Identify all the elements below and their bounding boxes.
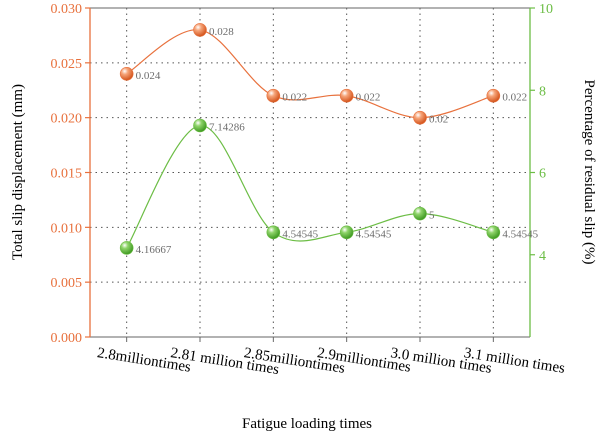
data-point-marker (266, 88, 281, 103)
data-point-label: 0.022 (282, 92, 307, 104)
grid-lines (90, 8, 530, 337)
data-point-marker (193, 118, 207, 133)
right-axis-title: Percentage of residual slip (%) (581, 80, 597, 265)
data-point-marker (339, 225, 354, 240)
right-y-tick-label: 6 (539, 167, 546, 182)
left-y-tick-label: 0.030 (51, 2, 83, 17)
data-point-label: 5 (429, 210, 435, 222)
data-point-label: 7.14286 (209, 121, 245, 133)
data-point-marker (486, 88, 501, 103)
left-y-tick-label: 0.015 (51, 167, 83, 182)
data-labels: 0.024 0.028 0.022 0.022 0.02 0.022 4.16667 7.14… (136, 26, 539, 256)
data-point-label: 4.16667 (136, 244, 172, 256)
data-point-marker (266, 225, 281, 240)
data-point-label: 4.54545 (502, 228, 538, 240)
left-axis-title: Total slip displacement (mm) (10, 84, 26, 260)
right-y-tick-label: 10 (539, 2, 553, 17)
data-point-marker (119, 241, 134, 255)
left-y-tick-label: 0.000 (51, 331, 83, 346)
series-line-slip-displacement (126, 29, 494, 119)
data-point-marker (339, 88, 354, 103)
right-y-tick-label: 4 (539, 249, 546, 264)
data-point-marker (119, 67, 134, 81)
data-point-marker (193, 23, 207, 37)
right-y-tick-label: 8 (539, 84, 546, 99)
data-point-label: 4.54545 (356, 228, 392, 240)
x-axis-title: Fatigue loading times (242, 416, 372, 432)
left-y-tick-label: 0.025 (51, 57, 83, 72)
data-point-label: 0.02 (429, 114, 448, 126)
data-point-marker (486, 225, 501, 240)
data-point-label: 0.028 (209, 26, 234, 38)
axes: 0.0000.0050.0100.0150.0200.0250.03046810… (51, 2, 567, 378)
data-point-label: 4.54545 (282, 228, 318, 240)
data-point-label: 0.024 (136, 70, 161, 82)
data-point-label: 0.022 (356, 92, 381, 104)
left-y-tick-label: 0.020 (51, 112, 83, 127)
left-y-tick-label: 0.005 (51, 276, 83, 291)
data-point-label: 0.022 (502, 92, 527, 104)
left-y-tick-label: 0.010 (51, 221, 83, 236)
series-markers (119, 23, 501, 255)
data-point-marker (413, 110, 427, 125)
data-point-marker (413, 206, 427, 221)
